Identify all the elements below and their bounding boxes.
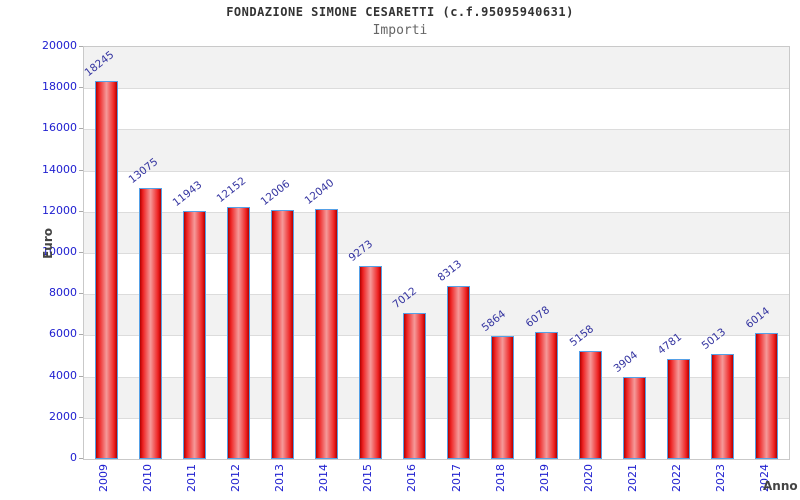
bar — [182, 210, 206, 459]
x-tick-label: 2020 — [581, 464, 595, 492]
x-tick-label: 2021 — [625, 464, 639, 492]
x-tick-label: 2019 — [537, 464, 551, 492]
gridline — [84, 211, 789, 213]
chart-title: FONDAZIONE SIMONE CESARETTI (c.f.9509594… — [226, 5, 574, 19]
y-tick-label: 4000 — [49, 368, 77, 382]
x-tick-label: 2022 — [669, 464, 683, 492]
gridline — [84, 88, 789, 90]
y-tick-label: 8000 — [49, 286, 77, 300]
chart-subtitle: Importi — [372, 23, 428, 38]
bar — [491, 336, 515, 459]
grid-band — [84, 88, 789, 130]
bar — [623, 376, 647, 459]
x-tick-label: 2016 — [405, 464, 419, 492]
bar — [755, 333, 779, 459]
grid-band — [84, 129, 789, 171]
y-tick-mark — [79, 293, 83, 295]
grid-band — [84, 170, 789, 212]
bar — [358, 265, 382, 459]
x-tick-label: 2023 — [713, 464, 727, 492]
gridline — [84, 129, 789, 131]
x-tick-label: 2015 — [361, 464, 375, 492]
y-tick-label: 10000 — [42, 245, 77, 258]
y-tick-label: 14000 — [42, 162, 77, 176]
gridline — [84, 170, 789, 172]
bar — [447, 285, 471, 459]
gridline — [84, 335, 789, 337]
y-tick-mark — [79, 416, 83, 418]
x-axis: 2009 2010 2011 2012 2013 2014 2015 2016 2017 2018… — [83, 462, 788, 500]
bar — [94, 81, 118, 459]
bar — [226, 206, 250, 459]
bar — [535, 331, 559, 459]
x-tick-label: 2014 — [317, 464, 331, 492]
y-tick-mark — [79, 210, 83, 212]
y-tick-mark — [79, 334, 83, 336]
y-tick-mark — [79, 458, 83, 459]
gridline — [84, 417, 789, 419]
y-tick-label: 20000 — [42, 39, 77, 52]
x-tick-label: 2018 — [493, 464, 507, 492]
grid-band — [84, 47, 789, 89]
bar — [138, 187, 162, 459]
x-axis-title: Anno — [763, 479, 798, 493]
y-tick-mark — [79, 128, 83, 130]
bar — [402, 312, 426, 459]
y-tick-mark — [79, 87, 83, 89]
x-tick-label: 2010 — [141, 464, 155, 492]
y-axis: 0 2000 4000 6000 8000 10000 12000 14000 16000 180… — [0, 39, 77, 464]
gridline — [84, 294, 789, 296]
gridline — [84, 376, 789, 378]
y-tick-label: 18000 — [42, 80, 77, 94]
bar — [314, 208, 338, 459]
bar — [579, 350, 603, 459]
y-tick-mark — [79, 375, 83, 377]
y-tick-label: 2000 — [49, 409, 77, 423]
bar — [711, 353, 735, 459]
bar — [667, 358, 691, 459]
gridline — [84, 253, 789, 254]
x-tick-label: 2009 — [97, 464, 111, 492]
y-tick-label: 16000 — [42, 121, 77, 135]
y-tick-label: 6000 — [49, 327, 77, 341]
x-tick-label: 2011 — [185, 464, 199, 492]
x-tick-label: 2013 — [273, 464, 287, 492]
y-axis-title: Euro — [41, 228, 55, 259]
plot-area: 18245 13075 11943 12152 12006 12040 9273 7012 83… — [83, 46, 790, 460]
bar — [270, 209, 294, 459]
x-tick-label: 2017 — [449, 464, 463, 492]
y-tick-mark — [79, 252, 83, 253]
x-tick-label: 2012 — [229, 464, 243, 492]
y-tick-label: 12000 — [42, 203, 77, 217]
y-tick-mark — [79, 46, 83, 47]
y-tick-mark — [79, 169, 83, 171]
y-tick-label: 0 — [70, 451, 77, 464]
